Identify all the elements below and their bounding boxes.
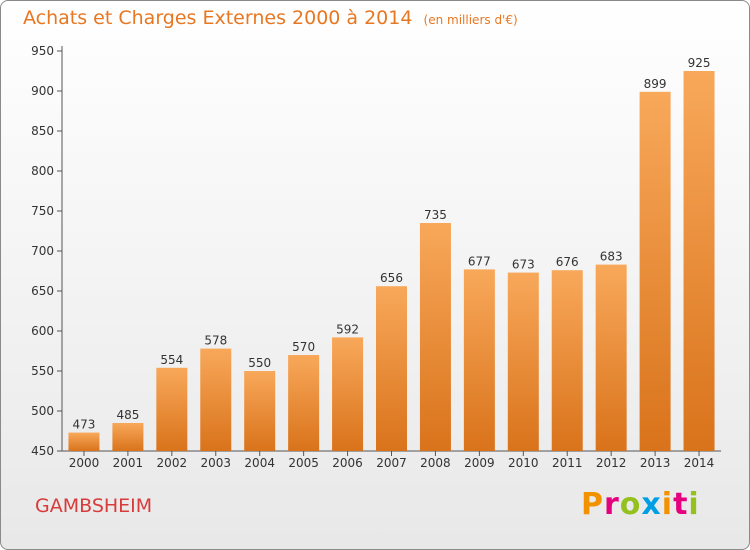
data-label-2005: 570 xyxy=(292,340,315,354)
y-tick-label: 650 xyxy=(31,284,54,298)
bar-2007 xyxy=(376,286,407,451)
data-label-2012: 683 xyxy=(600,250,623,264)
data-label-2006: 592 xyxy=(336,322,359,336)
x-tick-label: 2012 xyxy=(596,456,627,470)
data-label-2011: 676 xyxy=(556,255,579,269)
logo-letter: o xyxy=(619,487,642,522)
y-tick-label: 800 xyxy=(31,164,54,178)
logo-letter: x xyxy=(641,487,662,522)
proxiti-logo[interactable]: Proxiti xyxy=(581,487,700,522)
x-tick-label: 2010 xyxy=(508,456,539,470)
y-tick-label: 850 xyxy=(31,124,54,138)
chart-title-group: Achats et Charges Externes 2000 à 2014 (… xyxy=(23,7,518,29)
data-labels: 473 485 554 578 550 570 592 656 735 677 673 676 683 8… xyxy=(73,56,711,432)
x-tick-label: 2008 xyxy=(420,456,451,470)
x-tick-label: 2002 xyxy=(157,456,188,470)
data-label-2001: 485 xyxy=(116,408,139,422)
x-tick-label: 2001 xyxy=(113,456,144,470)
x-tick-label: 2013 xyxy=(640,456,671,470)
data-label-2014: 925 xyxy=(688,56,711,70)
x-tick-label: 2006 xyxy=(332,456,363,470)
bar-2006 xyxy=(332,337,364,451)
data-label-2004: 550 xyxy=(248,356,271,370)
bar-2009 xyxy=(463,269,495,451)
data-label-2010: 673 xyxy=(512,258,535,272)
x-tick-label: 2011 xyxy=(552,456,583,470)
bar-2002 xyxy=(156,367,188,451)
bar-2000 xyxy=(68,432,100,451)
logo-letter: t xyxy=(673,487,689,522)
data-label-2000: 473 xyxy=(73,418,96,432)
data-label-2008: 735 xyxy=(424,208,447,222)
y-tick-label: 900 xyxy=(31,84,54,98)
bar-2013 xyxy=(639,91,671,452)
x-axis: 2000 2001 2002 2003 2004 2005 2006 2007 2008 2009… xyxy=(62,450,721,470)
y-tick-label: 700 xyxy=(31,244,54,258)
chart-title: Achats et Charges Externes 2000 à 2014 xyxy=(23,7,413,29)
bar-2005 xyxy=(288,355,320,451)
x-tick-label: 2009 xyxy=(464,456,495,470)
data-label-2007: 656 xyxy=(380,271,403,285)
x-tick-label: 2005 xyxy=(288,456,319,470)
bar-2003 xyxy=(200,348,232,451)
data-label-2009: 677 xyxy=(468,254,491,268)
logo-letter: i xyxy=(688,487,700,522)
data-label-2002: 554 xyxy=(160,353,183,367)
y-tick-label: 600 xyxy=(31,324,54,338)
bar-2012 xyxy=(595,264,627,451)
bar-2014 xyxy=(683,71,715,451)
logo-letter: P xyxy=(581,487,604,522)
data-label-2003: 578 xyxy=(204,334,227,348)
logo-letter: r xyxy=(604,487,620,522)
y-axis: 450 500 550 600 650 700 750 800 850 900 950 xyxy=(31,44,63,458)
bar-2008 xyxy=(419,223,451,451)
x-tick-label: 2007 xyxy=(376,456,407,470)
bars xyxy=(68,71,715,452)
y-tick-label: 550 xyxy=(31,364,54,378)
x-tick-label: 2003 xyxy=(200,456,231,470)
bar-2010 xyxy=(507,272,539,451)
city-name: GAMBSHEIM xyxy=(35,495,153,517)
y-tick-label: 950 xyxy=(31,44,54,58)
y-tick-label: 500 xyxy=(31,404,54,418)
bar-2004 xyxy=(244,371,276,451)
y-tick-label: 450 xyxy=(31,444,54,458)
chart-subtitle: (en milliers d'€) xyxy=(423,13,518,27)
x-tick-label: 2000 xyxy=(69,456,100,470)
x-tick-label: 2004 xyxy=(244,456,275,470)
y-tick-label: 750 xyxy=(31,204,54,218)
bar-2011 xyxy=(551,270,583,451)
x-tick-label: 2014 xyxy=(684,456,715,470)
data-label-2013: 899 xyxy=(644,77,667,91)
logo-letter: i xyxy=(661,487,674,522)
bar-2001 xyxy=(112,423,144,451)
